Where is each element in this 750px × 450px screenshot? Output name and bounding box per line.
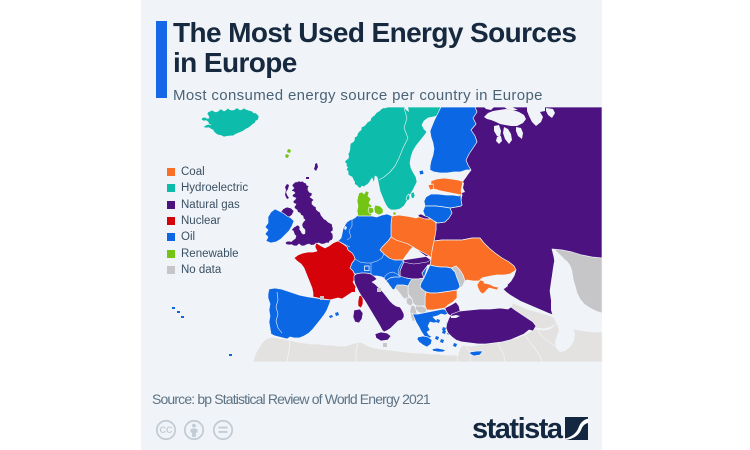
svg-text:CC: CC bbox=[160, 425, 173, 435]
